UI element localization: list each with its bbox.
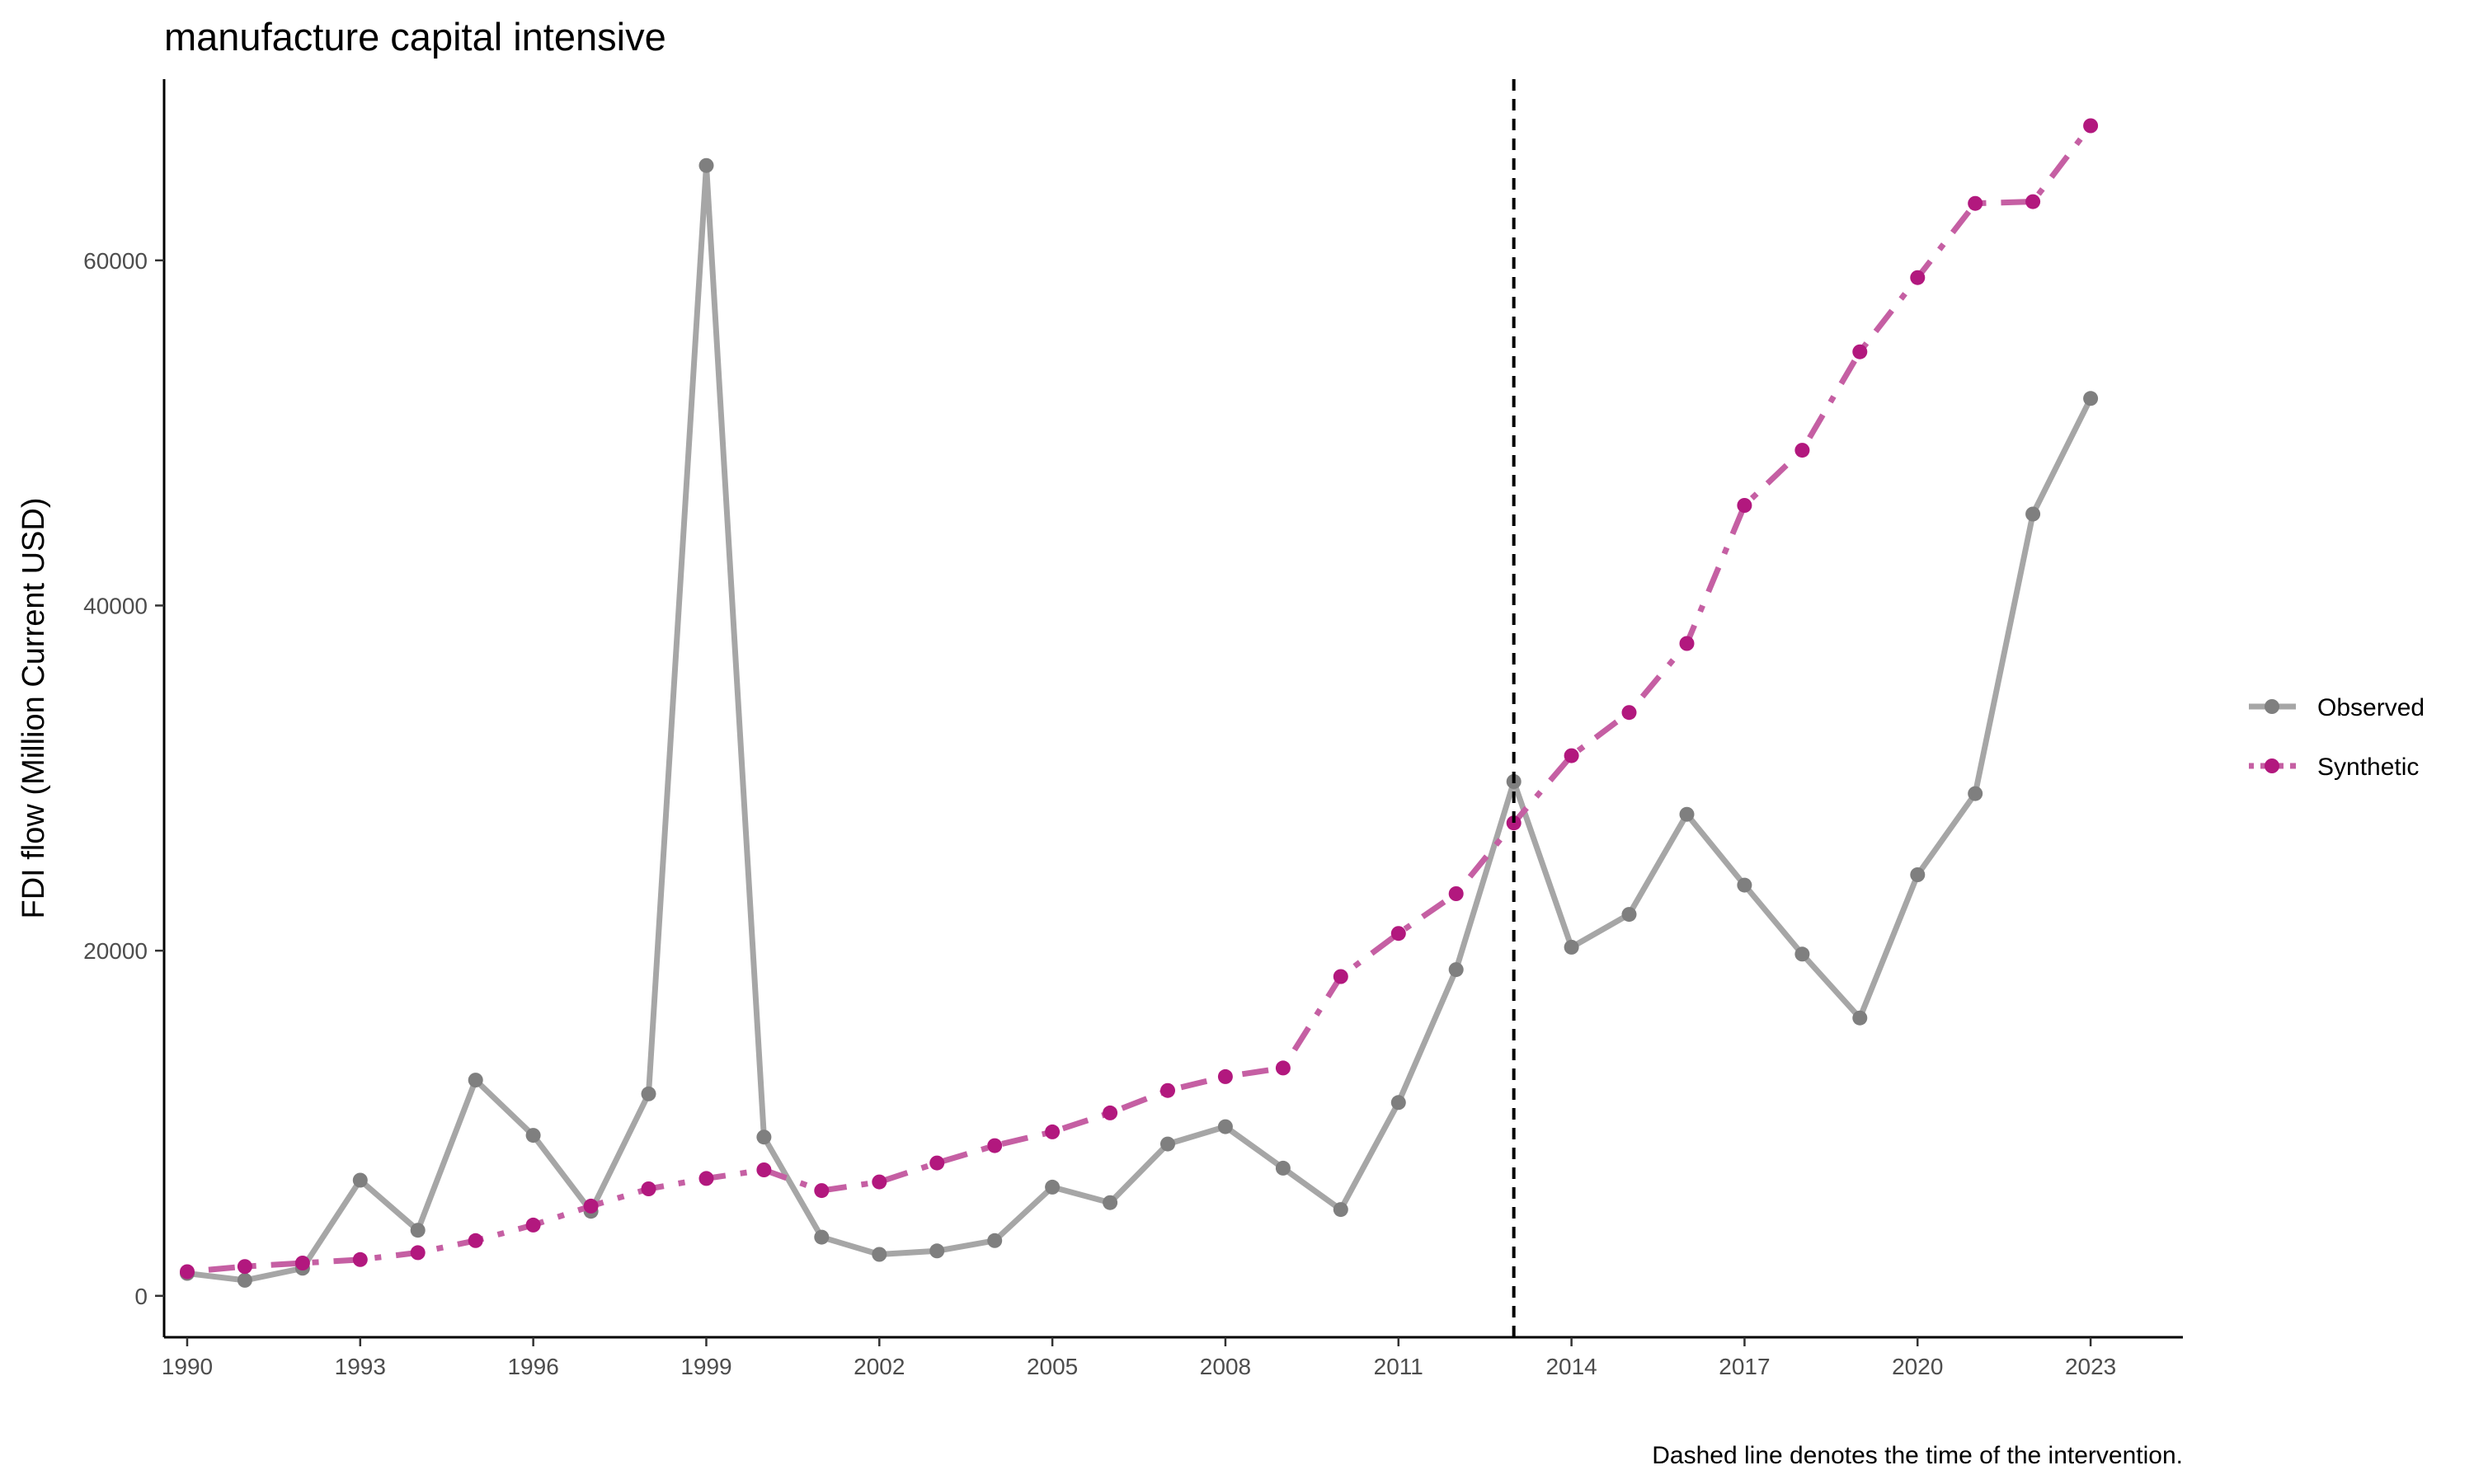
data-point bbox=[1794, 443, 1810, 458]
x-tick-label: 1996 bbox=[507, 1354, 558, 1379]
data-point bbox=[1448, 962, 1464, 978]
x-tick-label: 1990 bbox=[162, 1354, 213, 1379]
series-synthetic bbox=[180, 118, 2099, 1280]
legend-key-point bbox=[2265, 758, 2279, 773]
data-point bbox=[698, 157, 714, 173]
data-point bbox=[1390, 1095, 1406, 1111]
data-point bbox=[872, 1247, 887, 1262]
y-tick-label: 0 bbox=[134, 1284, 148, 1309]
data-point bbox=[1103, 1195, 1118, 1210]
legend-item-observed: Observed bbox=[2249, 694, 2425, 721]
data-point bbox=[1737, 877, 1752, 893]
data-point bbox=[1910, 867, 1926, 882]
y-axis-ticks: 0 20000 40000 60000 bbox=[83, 248, 164, 1309]
data-point bbox=[1217, 1068, 1233, 1084]
data-point bbox=[1564, 939, 1579, 955]
data-point bbox=[1045, 1124, 1061, 1139]
data-point bbox=[410, 1245, 426, 1261]
x-tick-label: 2002 bbox=[854, 1354, 905, 1379]
data-point bbox=[410, 1223, 426, 1238]
plot-area bbox=[180, 79, 2099, 1337]
data-point bbox=[1852, 1010, 1868, 1026]
series-observed bbox=[180, 157, 2099, 1288]
data-point bbox=[929, 1155, 945, 1171]
x-tick-label: 2017 bbox=[1719, 1354, 1770, 1379]
data-point bbox=[525, 1217, 541, 1233]
data-point bbox=[872, 1174, 887, 1190]
data-point bbox=[1217, 1119, 1233, 1134]
data-point bbox=[2083, 118, 2099, 134]
data-point bbox=[1045, 1179, 1061, 1195]
data-point bbox=[641, 1086, 656, 1101]
data-point bbox=[2083, 391, 2099, 406]
chart-title: manufacture capital intensive bbox=[164, 15, 666, 59]
data-point bbox=[814, 1229, 830, 1245]
legend-label: Synthetic bbox=[2317, 754, 2419, 781]
data-point bbox=[641, 1181, 656, 1196]
data-point bbox=[294, 1256, 310, 1270]
data-point bbox=[1679, 636, 1695, 651]
x-tick-label: 2005 bbox=[1027, 1354, 1078, 1379]
data-point bbox=[1275, 1160, 1291, 1176]
data-point bbox=[1621, 907, 1637, 923]
data-point bbox=[756, 1129, 772, 1145]
data-point bbox=[525, 1128, 541, 1144]
data-point bbox=[1160, 1136, 1175, 1152]
x-tick-label: 1993 bbox=[335, 1354, 386, 1379]
y-tick-label: 20000 bbox=[83, 938, 148, 964]
x-tick-label: 2014 bbox=[1545, 1354, 1597, 1379]
x-tick-label: 1999 bbox=[680, 1354, 731, 1379]
data-point bbox=[1333, 1202, 1348, 1218]
data-point bbox=[929, 1243, 945, 1259]
data-point bbox=[1160, 1082, 1175, 1098]
x-axis-ticks: 1990 1993 1996 1999 2002 2005 2008 2011 2014 2017… bbox=[162, 1337, 2116, 1379]
data-point bbox=[1679, 806, 1695, 822]
y-tick-label: 60000 bbox=[83, 248, 148, 274]
data-point bbox=[180, 1264, 195, 1280]
x-tick-label: 2008 bbox=[1200, 1354, 1251, 1379]
data-point bbox=[987, 1138, 1003, 1153]
data-point bbox=[1968, 195, 1983, 211]
data-point bbox=[237, 1259, 252, 1275]
legend-item-synthetic: Synthetic bbox=[2249, 754, 2419, 781]
data-point bbox=[583, 1198, 599, 1214]
data-point bbox=[1564, 748, 1579, 763]
data-point bbox=[1448, 886, 1464, 901]
series-line-observed bbox=[186, 162, 2094, 1284]
data-point bbox=[1506, 815, 1522, 831]
data-point bbox=[1275, 1060, 1291, 1076]
data-point bbox=[1910, 270, 1926, 285]
series-line-synthetic bbox=[186, 124, 2093, 1275]
data-point bbox=[468, 1073, 483, 1088]
data-point bbox=[1968, 786, 1983, 801]
data-point bbox=[1333, 969, 1348, 984]
legend-key-point bbox=[2265, 699, 2279, 714]
data-point bbox=[987, 1233, 1003, 1248]
axes bbox=[162, 79, 2183, 1339]
x-tick-label: 2020 bbox=[1892, 1354, 1943, 1379]
data-point bbox=[698, 1171, 714, 1186]
data-point bbox=[237, 1272, 252, 1288]
data-point bbox=[1103, 1105, 1118, 1120]
data-point bbox=[2025, 506, 2041, 522]
data-point bbox=[352, 1252, 368, 1267]
data-point bbox=[814, 1183, 830, 1199]
data-point bbox=[468, 1233, 483, 1248]
data-point bbox=[1390, 926, 1406, 942]
data-point bbox=[1852, 344, 1868, 359]
data-point bbox=[2025, 194, 2041, 209]
chart-caption: Dashed line denotes the time of the inte… bbox=[1652, 1442, 2183, 1469]
x-tick-label: 2011 bbox=[1374, 1354, 1423, 1379]
legend: Observed Synthetic bbox=[2249, 694, 2425, 781]
x-tick-label: 2023 bbox=[2065, 1354, 2116, 1379]
legend-label: Observed bbox=[2317, 694, 2425, 721]
y-tick-label: 40000 bbox=[83, 593, 148, 618]
data-point bbox=[756, 1162, 772, 1177]
data-point bbox=[1737, 498, 1752, 513]
data-point bbox=[1794, 946, 1810, 962]
data-point bbox=[352, 1172, 368, 1188]
y-axis-label: FDI flow (Million Current USD) bbox=[16, 498, 51, 919]
data-point bbox=[1621, 705, 1637, 721]
